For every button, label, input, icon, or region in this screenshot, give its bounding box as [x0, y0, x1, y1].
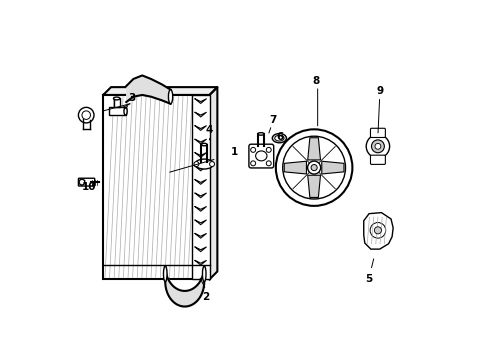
Text: 3: 3	[128, 94, 135, 103]
Circle shape	[366, 135, 390, 158]
Polygon shape	[195, 112, 206, 117]
Ellipse shape	[272, 134, 287, 143]
FancyBboxPatch shape	[370, 128, 385, 138]
Polygon shape	[195, 99, 206, 103]
Polygon shape	[284, 161, 306, 174]
Circle shape	[311, 165, 317, 171]
Circle shape	[276, 129, 352, 206]
Polygon shape	[195, 166, 206, 171]
Circle shape	[78, 107, 94, 123]
Circle shape	[283, 136, 345, 199]
Circle shape	[375, 143, 381, 149]
Polygon shape	[195, 234, 206, 238]
Polygon shape	[308, 138, 320, 160]
Ellipse shape	[169, 90, 172, 104]
Polygon shape	[195, 126, 206, 130]
Text: 8: 8	[312, 76, 319, 86]
Text: 5: 5	[366, 274, 373, 284]
Circle shape	[251, 147, 256, 152]
Bar	[192, 95, 210, 279]
FancyBboxPatch shape	[249, 144, 274, 168]
Circle shape	[374, 227, 381, 234]
Circle shape	[194, 162, 199, 167]
Bar	[103, 95, 210, 279]
Text: 1: 1	[231, 147, 238, 157]
Text: 6: 6	[277, 132, 284, 143]
Ellipse shape	[195, 159, 214, 169]
FancyBboxPatch shape	[370, 155, 385, 165]
Polygon shape	[308, 175, 320, 197]
Polygon shape	[195, 260, 206, 265]
Polygon shape	[322, 161, 344, 174]
Circle shape	[210, 162, 215, 167]
Bar	[114, 99, 120, 107]
Circle shape	[266, 147, 271, 152]
Polygon shape	[195, 193, 206, 198]
Ellipse shape	[201, 143, 207, 146]
Ellipse shape	[202, 266, 206, 282]
Ellipse shape	[164, 266, 167, 282]
Polygon shape	[79, 179, 85, 185]
Circle shape	[308, 161, 320, 174]
Ellipse shape	[275, 135, 284, 141]
Ellipse shape	[258, 133, 264, 135]
Text: 10: 10	[82, 182, 97, 192]
Circle shape	[371, 140, 384, 153]
Polygon shape	[195, 139, 206, 144]
Polygon shape	[210, 87, 218, 279]
Polygon shape	[195, 207, 206, 211]
Circle shape	[251, 161, 256, 166]
Text: 9: 9	[376, 86, 383, 96]
Polygon shape	[195, 220, 206, 225]
Text: 2: 2	[202, 292, 210, 302]
FancyBboxPatch shape	[78, 178, 95, 186]
Ellipse shape	[114, 97, 120, 100]
Text: 7: 7	[270, 115, 277, 125]
Ellipse shape	[124, 107, 127, 115]
Text: 4: 4	[206, 125, 213, 135]
Polygon shape	[195, 180, 206, 184]
Circle shape	[266, 161, 271, 166]
Polygon shape	[195, 153, 206, 157]
Polygon shape	[195, 247, 206, 252]
Polygon shape	[364, 213, 393, 249]
Bar	[109, 107, 125, 115]
Polygon shape	[103, 87, 218, 95]
